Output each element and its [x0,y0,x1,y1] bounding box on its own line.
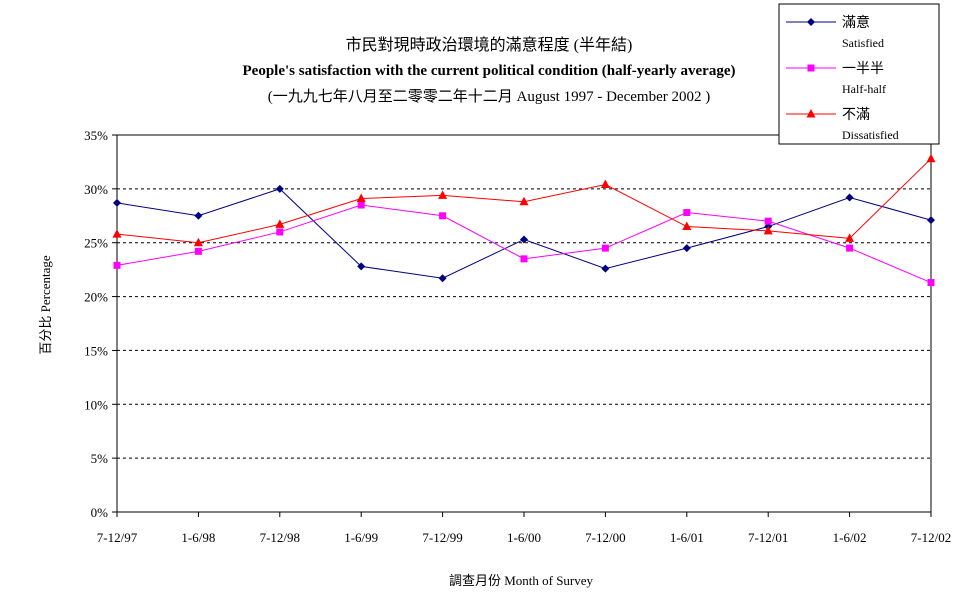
data-point [357,201,365,209]
chart-subtitle-period: (一九九七年八月至二零零二年十二月 August 1997 - December… [268,88,710,105]
data-point [845,233,855,242]
data-point [356,193,366,203]
series-dissatisfied [112,153,936,247]
x-tick-label: 7-12/01 [748,530,788,545]
data-point [845,193,854,202]
data-point [601,244,609,252]
x-tick-label: 7-12/02 [911,530,951,545]
data-point [927,216,935,225]
legend-label-en: Dissatisfied [842,128,899,142]
data-point [683,209,691,217]
series-group [112,153,936,287]
legend-label: 一半半 [842,61,884,77]
chart-subtitle: People's satisfaction with the current p… [243,63,736,79]
x-tick-label: 1-6/02 [833,530,867,545]
series-half-half [113,201,935,287]
data-point [682,244,691,253]
data-point [438,274,447,283]
data-point [520,255,528,263]
data-point [682,221,692,231]
y-tick-label: 30% [84,182,108,197]
data-point [601,264,610,273]
x-tick-label: 7-12/97 [97,530,138,545]
x-axis-label: 調查月份 Month of Survey [449,573,594,588]
data-point [112,229,122,238]
data-point [357,262,366,271]
legend-marker [807,64,815,72]
data-point [927,279,935,287]
data-point [439,212,447,220]
data-point [438,190,448,199]
y-tick-label: 15% [84,343,108,358]
data-point [520,235,528,244]
x-tick-label: 7-12/00 [585,530,625,545]
x-tick-label: 7-12/99 [422,530,462,545]
data-point [600,179,610,189]
y-tick-label: 0% [91,505,109,520]
legend-label: 滿意 [842,14,870,31]
y-axis-ticks: 0% 5% 10% 15% 20% 25% 30% 35% [84,128,117,520]
data-point [193,237,203,247]
data-point [275,219,285,228]
x-tick-label: 7-12/98 [260,530,300,545]
grid-lines [117,188,931,459]
data-point [276,228,284,236]
data-point [113,198,121,207]
data-point [194,211,203,220]
legend-marker [806,109,816,118]
data-point [926,153,936,163]
data-point [113,261,121,269]
x-tick-label: 1-6/01 [670,530,704,545]
legend-label-en: Satisfied [842,36,884,50]
y-tick-label: 10% [84,397,108,412]
plot-area [116,134,932,513]
data-point [763,225,773,235]
y-tick-label: 25% [84,236,108,251]
legend-item-satisfied: 滿意 Satisfied [786,14,884,50]
legend-item-half-half: 一半半 Half-half [786,61,886,96]
data-point [846,244,854,252]
series-satisfied [113,184,935,283]
series-line [116,204,932,284]
y-axis-label: 百分比 Percentage [38,255,53,355]
legend-item-dissatisfied: 不滿 Dissatisfied [786,107,899,142]
x-axis-ticks: 7-12/97 1-6/98 7-12/98 1-6/99 7-12/99 1-6/00 7… [97,512,951,545]
x-tick-label: 1-6/98 [181,530,215,545]
x-tick-label: 1-6/99 [344,530,378,545]
legend: 滿意 Satisfied 一半半 Half-half 不滿 Dissatisfied [778,3,940,145]
legend-label-en: Half-half [842,82,886,96]
y-tick-label: 35% [84,128,108,143]
y-tick-label: 20% [84,290,108,305]
data-point [519,196,529,206]
y-tick-label: 5% [91,451,109,466]
x-tick-label: 1-6/00 [507,530,541,545]
legend-label: 不滿 [842,107,870,123]
data-point [275,184,284,193]
data-point [194,247,202,255]
legend-box [778,3,940,145]
legend-marker [807,18,815,26]
data-point [764,217,772,225]
chart-title: 市民對現時政治環境的滿意程度 (半年結) [346,35,633,54]
